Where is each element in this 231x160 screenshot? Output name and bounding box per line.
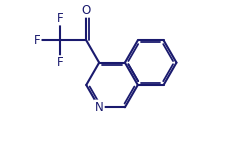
Text: O: O <box>82 4 91 17</box>
Text: F: F <box>57 12 64 25</box>
Text: F: F <box>57 56 64 69</box>
Text: F: F <box>34 34 41 47</box>
Text: N: N <box>95 101 103 114</box>
